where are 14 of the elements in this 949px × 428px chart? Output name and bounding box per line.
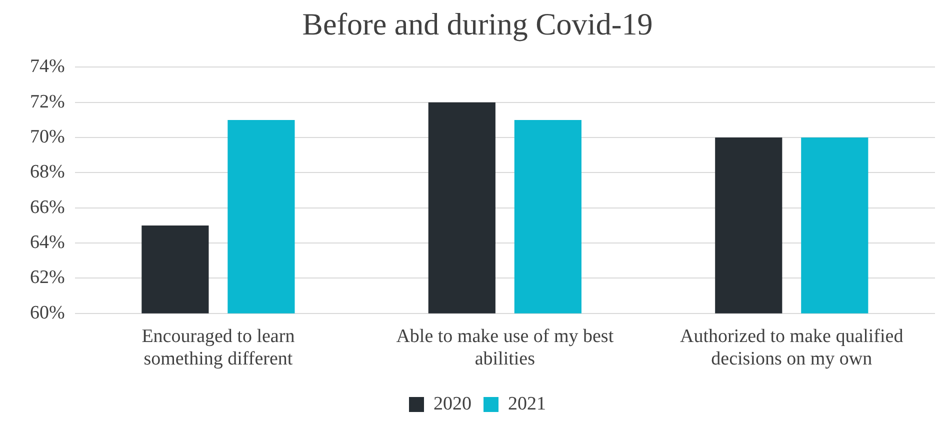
y-tick-label: 68% (30, 162, 65, 183)
x-tick-label: Able to make use of my best abilities (396, 326, 614, 370)
legend-label: 2021 (508, 393, 546, 414)
y-tick-label: 60% (30, 302, 65, 324)
y-tick-label: 62% (30, 267, 65, 288)
y-tick-label: 64% (30, 232, 65, 254)
y-tick-label: 72% (30, 91, 65, 112)
y-tick-label: 70% (30, 126, 65, 148)
chart-title: Before and during Covid-19 (302, 6, 653, 42)
legend-label: 2020 (434, 393, 472, 414)
y-tick-label: 66% (30, 196, 65, 218)
y-tick-label: 74% (30, 56, 65, 78)
x-tick-label: Encouraged to learn something different (142, 326, 296, 370)
x-tick-label: Authorized to make qualified decisions on my own (680, 326, 904, 370)
